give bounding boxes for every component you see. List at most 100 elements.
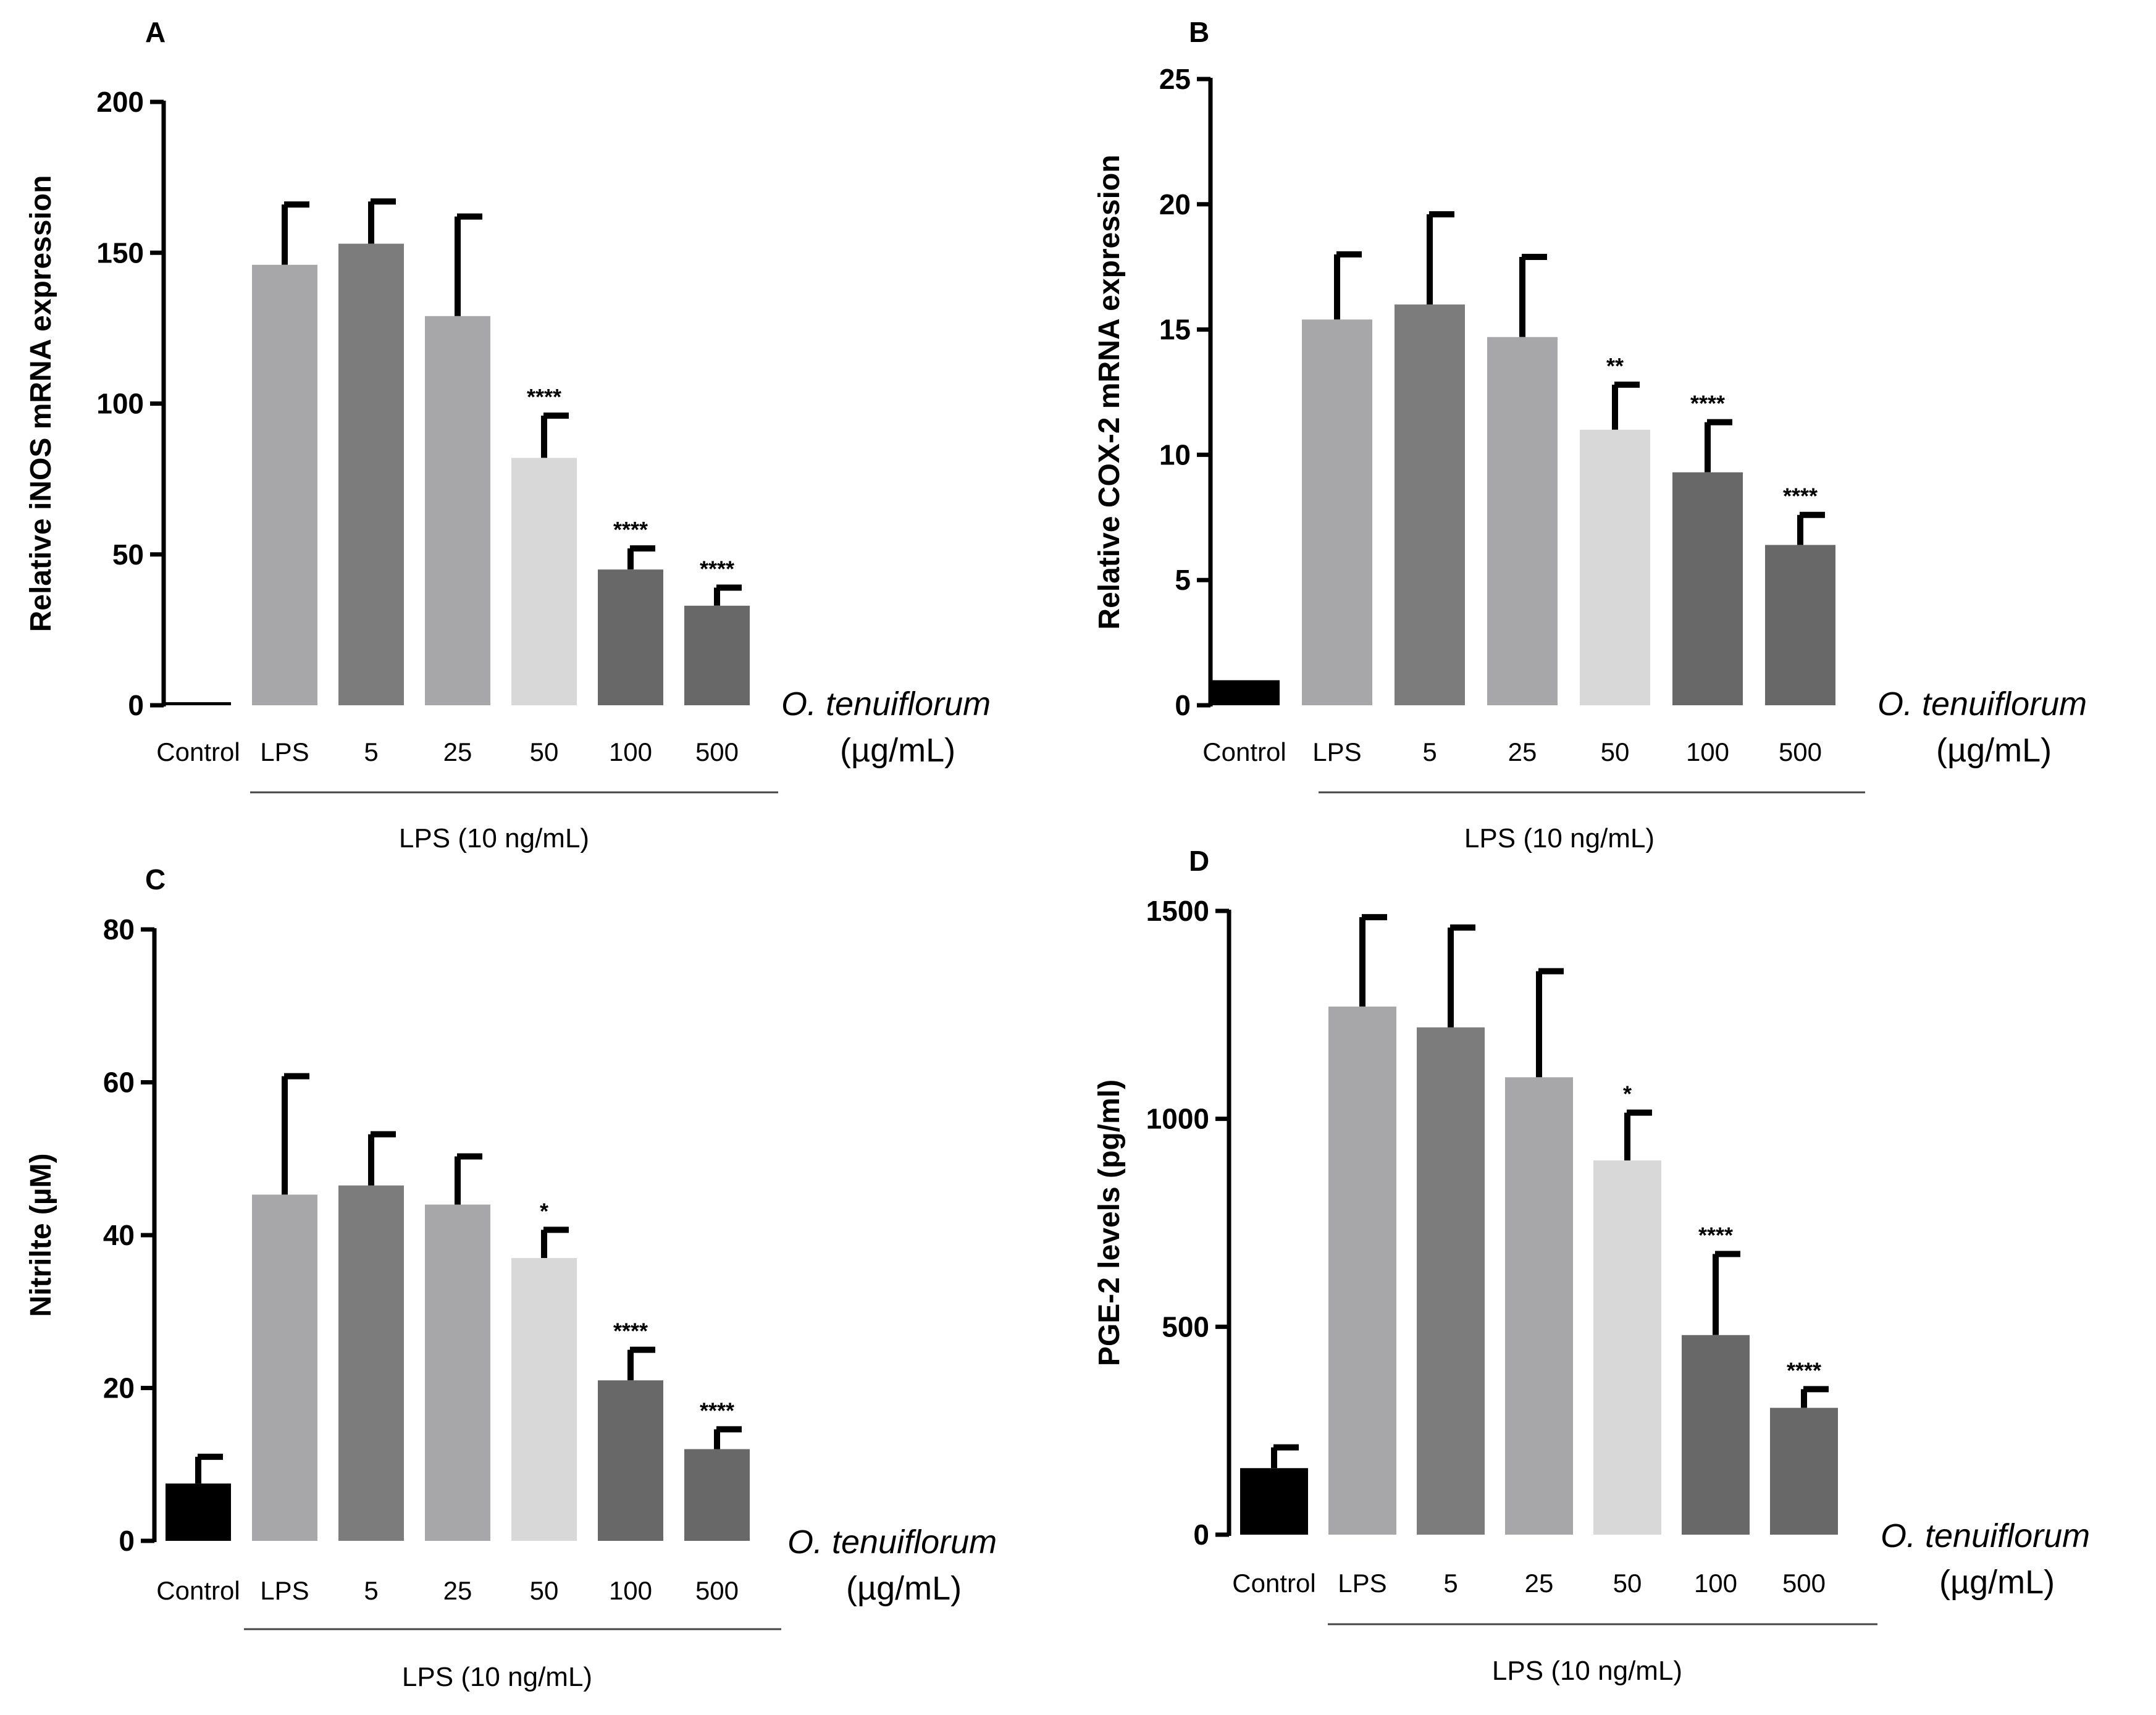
x-tick-label: LPS <box>1338 1569 1386 1598</box>
significance-label: **** <box>700 1398 734 1423</box>
y-tick-label: 10 <box>1159 438 1191 471</box>
x-tick-label: 100 <box>609 737 652 766</box>
lps-group-label: LPS (10 ng/mL) <box>1492 1656 1682 1686</box>
y-tick-label: 0 <box>119 1525 135 1557</box>
y-tick-label: 15 <box>1159 314 1191 346</box>
panel-letter: C <box>145 863 166 895</box>
bar-5 <box>1395 304 1465 705</box>
x-tick-label: 50 <box>1613 1569 1642 1598</box>
x-tick-label: LPS <box>260 1576 309 1605</box>
x-tick-label: 5 <box>1422 737 1437 766</box>
bar-25 <box>425 1204 490 1541</box>
lps-group-label: LPS (10 ng/mL) <box>1464 823 1655 853</box>
y-tick-label: 0 <box>1175 689 1191 721</box>
panel-a: A 0 50 100 150 200 Relative iNOS mRNA expressi… <box>25 16 991 853</box>
x-tick-label: 500 <box>1779 737 1822 766</box>
bar-lps <box>1328 1006 1396 1535</box>
y-axis-title: Nitrilte (µM) <box>25 1154 57 1317</box>
unit-label: (µg/mL) <box>840 732 955 769</box>
bar-lps <box>1302 319 1372 705</box>
y-tick-label: 500 <box>1162 1310 1209 1343</box>
x-tick-label: 5 <box>364 1576 378 1605</box>
bar-500 <box>684 1449 750 1541</box>
x-tick-label: 500 <box>695 737 739 766</box>
bar-25 <box>425 316 490 706</box>
x-tick-label: 25 <box>1508 737 1537 766</box>
y-tick-label: 1500 <box>1146 895 1209 927</box>
y-tick-label: 0 <box>1193 1519 1209 1551</box>
y-tick-label: 150 <box>96 237 144 269</box>
x-tick-label: 50 <box>1601 737 1630 766</box>
extract-label: O. tenuiflorum <box>1877 686 2087 723</box>
bar-5 <box>1417 1027 1485 1535</box>
bar-lps <box>252 1194 317 1541</box>
x-tick-label: Control <box>156 737 240 766</box>
significance-label: **** <box>527 384 561 409</box>
significance-label: * <box>1623 1081 1632 1107</box>
lps-group-label: LPS (10 ng/mL) <box>399 823 589 853</box>
x-tick-label: 25 <box>443 1576 472 1605</box>
unit-label: (µg/mL) <box>846 1570 962 1607</box>
significance-label: **** <box>700 556 734 581</box>
extract-label: O. tenuiflorum <box>1881 1517 2090 1554</box>
panel-c: C 0 20 40 60 80 Nitrilte (µM) Control LPS 5 25 * 50 *… <box>25 863 997 1692</box>
bar-100 <box>598 1380 663 1541</box>
significance-label: **** <box>613 1319 648 1344</box>
lps-group-label: LPS (10 ng/mL) <box>402 1662 592 1692</box>
significance-label: **** <box>1690 391 1725 416</box>
x-tick-label: 100 <box>1694 1569 1737 1598</box>
extract-label: O. tenuiflorum <box>787 1524 997 1561</box>
bar-50 <box>1580 429 1650 705</box>
y-tick-label: 50 <box>112 539 144 571</box>
y-tick-label: 1000 <box>1146 1103 1209 1135</box>
panel-letter: B <box>1189 16 1209 48</box>
bar-100 <box>598 569 663 705</box>
x-tick-label: 500 <box>695 1576 739 1605</box>
x-tick-label: Control <box>156 1576 240 1605</box>
bar-500 <box>684 605 750 705</box>
y-axis-title: Relative COX-2 mRNA expression <box>1093 154 1126 629</box>
panel-letter: D <box>1189 845 1209 877</box>
x-tick-label: 5 <box>1443 1569 1458 1598</box>
bar-500 <box>1770 1407 1838 1535</box>
x-tick-label: LPS <box>1312 737 1361 766</box>
y-tick-label: 20 <box>1159 188 1191 220</box>
bar-50 <box>511 1258 577 1541</box>
y-axis-title: PGE-2 levels (pg/ml) <box>1093 1080 1126 1366</box>
significance-label: **** <box>1787 1357 1821 1383</box>
bar-100 <box>1672 472 1743 705</box>
y-tick-label: 80 <box>103 913 135 946</box>
x-tick-label: LPS <box>260 737 309 766</box>
x-tick-label: 25 <box>1525 1569 1554 1598</box>
bar-50 <box>511 458 577 705</box>
x-tick-label: 5 <box>364 737 378 766</box>
bar-lps <box>252 264 317 705</box>
bar-5 <box>338 1185 404 1541</box>
bar-25 <box>1505 1077 1573 1535</box>
bar-control <box>166 702 231 705</box>
unit-label: (µg/mL) <box>1939 1564 2055 1601</box>
panel-d: D 0 500 1000 1500 PGE-2 levels (pg/ml) Control… <box>1093 845 2090 1686</box>
bar-control <box>1240 1468 1308 1535</box>
bar-500 <box>1765 545 1835 705</box>
x-tick-label: Control <box>1232 1569 1315 1598</box>
bar-control <box>166 1483 231 1541</box>
extract-label: O. tenuiflorum <box>781 686 991 723</box>
x-tick-label: 100 <box>1686 737 1729 766</box>
bar-100 <box>1682 1335 1750 1535</box>
panel-b: B 0 5 10 15 20 25 Relative COX-2 mRNA expressio… <box>1093 16 2087 853</box>
y-tick-label: 100 <box>96 388 144 420</box>
y-tick-label: 5 <box>1175 564 1191 596</box>
x-tick-label: 100 <box>609 1576 652 1605</box>
x-tick-label: Control <box>1202 737 1286 766</box>
y-tick-label: 40 <box>103 1219 135 1251</box>
y-tick-label: 25 <box>1159 63 1191 95</box>
y-tick-label: 200 <box>96 86 144 118</box>
significance-label: * <box>540 1198 548 1223</box>
significance-label: **** <box>1783 484 1818 509</box>
bar-5 <box>338 243 404 706</box>
bar-25 <box>1487 337 1558 705</box>
bar-control <box>1209 680 1280 705</box>
unit-label: (µg/mL) <box>1936 732 2052 769</box>
